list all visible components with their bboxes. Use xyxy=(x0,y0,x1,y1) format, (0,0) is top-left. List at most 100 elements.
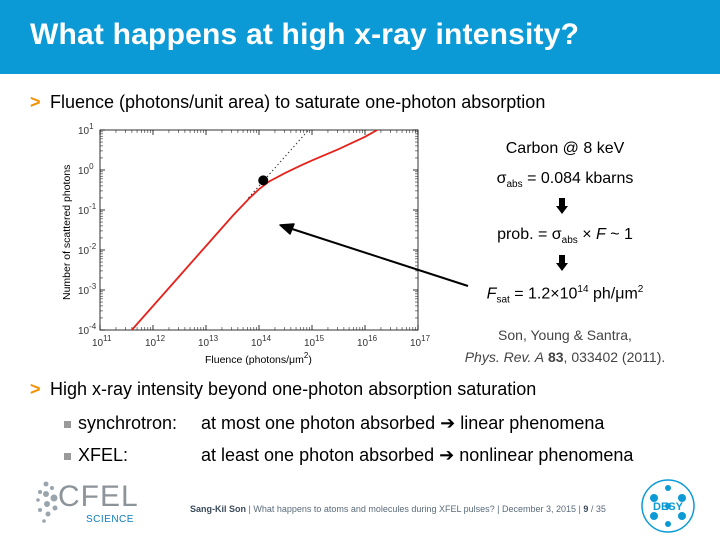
bullet-fluence-text: Fluence (photons/unit area) to saturate … xyxy=(50,92,546,112)
y-tick-label-1: 100 xyxy=(78,162,94,177)
prob-prefix: prob. = xyxy=(497,226,552,243)
desy-logo-text: DESY xyxy=(653,501,684,513)
fsat-unit-exp: 2 xyxy=(637,284,644,295)
citation-volume: 83 xyxy=(544,349,564,365)
subbullet-synchrotron-label: synchrotron: xyxy=(78,413,178,433)
footer: Sang-Kil Son | What happens to atoms and… xyxy=(190,504,606,514)
desy-logo: DESY xyxy=(641,479,695,533)
x-axis-label-sup: 2 xyxy=(304,351,309,360)
x-tick-base-2: 10 xyxy=(198,338,210,349)
x-tick-exp-1: 12 xyxy=(156,334,165,343)
x-tick-base-5: 10 xyxy=(357,338,369,349)
citation-rest: , 033402 (2011). xyxy=(563,349,666,365)
fsat-unit: ph/μm xyxy=(588,285,638,303)
down-arrow-icon-2 xyxy=(556,255,568,271)
prob-sub: abs xyxy=(561,235,578,247)
y-tick-exp-5: -4 xyxy=(89,322,97,331)
cfel-logo: CFEL SCIENCE xyxy=(30,478,150,530)
subbullet-xfel-text: at least one photon absorbed ➔ nonlinear… xyxy=(201,445,634,465)
fluence-chart: 1011 1012 1013 1014 1015 1016 101710110010-110… xyxy=(61,122,469,366)
y-tick-base-1: 10 xyxy=(78,166,90,177)
chevron-icon: > xyxy=(30,92,41,112)
y-tick-base-0: 10 xyxy=(78,126,90,137)
footer-author: Sang-Kil Son xyxy=(190,504,246,514)
x-tick-exp-6: 17 xyxy=(421,334,430,343)
y-tick-base-5: 10 xyxy=(78,326,90,337)
x-tick-base-1: 10 xyxy=(145,338,157,349)
prob-f: F xyxy=(596,226,606,243)
bullet-fluence: > Fluence (photons/unit area) to saturate… xyxy=(30,92,545,113)
prob-sigma: σ xyxy=(551,226,562,243)
cfel-science-text: SCIENCE xyxy=(86,514,134,525)
subbullet-synchrotron-text: at most one photon absorbed ➔ linear phe… xyxy=(201,413,605,433)
x-axis-label-end: ) xyxy=(308,354,312,366)
sigma-symbol: σ xyxy=(496,170,507,187)
x-tick-label-1: 1012 xyxy=(145,334,166,349)
x-tick-exp-3: 14 xyxy=(262,334,271,343)
y-tick-exp-0: 1 xyxy=(89,122,94,131)
fsat-f: F xyxy=(486,285,497,303)
x-tick-base-0: 10 xyxy=(92,338,104,349)
fsat-line: Fsat = 1.2×1014 ph/μm2 xyxy=(440,284,690,306)
carbon-label: Carbon @ 8 keV xyxy=(505,140,625,157)
y-tick-label-4: 10-3 xyxy=(78,282,97,297)
x-tick-label-5: 1016 xyxy=(357,334,378,349)
x-tick-exp-4: 15 xyxy=(315,334,324,343)
x-tick-base-3: 10 xyxy=(251,338,263,349)
axis-ticks xyxy=(99,129,419,331)
cfel-logo-mark xyxy=(36,481,58,523)
footer-total: / 35 xyxy=(588,504,606,514)
y-tick-label-0: 101 xyxy=(78,122,94,137)
footer-talk: | What happens to atoms and molecules du… xyxy=(246,504,584,514)
y-tick-label-3: 10-2 xyxy=(78,242,97,257)
x-tick-base-4: 10 xyxy=(304,338,316,349)
bullet-high-intensity: > High x-ray intensity beyond one-photon … xyxy=(30,379,536,400)
prob-line: prob. = σabs × F ~ 1 xyxy=(440,226,690,246)
x-tick-exp-5: 16 xyxy=(368,334,377,343)
pointer-arrow xyxy=(285,226,469,287)
x-axis-label: Fluence (photons/μm2) xyxy=(205,351,312,366)
x-tick-label-0: 1011 xyxy=(92,334,112,349)
fsat-sub: sat xyxy=(496,294,510,306)
y-tick-base-3: 10 xyxy=(78,246,90,257)
saturation-point-marker xyxy=(258,175,269,186)
pointer-arrowhead xyxy=(279,223,295,235)
tick-labels: 1011 1012 1013 1014 1015 1016 101710110010-110… xyxy=(78,122,431,349)
sigma-sub: abs xyxy=(506,179,523,191)
fsat-value: = 1.2×10 xyxy=(509,285,578,303)
title-bar: What happens at high x-ray intensity? xyxy=(0,0,720,74)
plot-frame xyxy=(99,129,419,331)
series-layer xyxy=(131,130,380,330)
y-tick-base-4: 10 xyxy=(78,286,90,297)
subbullet-xfel-label: XFEL: xyxy=(78,445,129,465)
x-tick-label-2: 1013 xyxy=(198,334,219,349)
citation-authors: Son, Young & Santra, xyxy=(498,327,632,343)
x-tick-exp-2: 13 xyxy=(209,334,218,343)
x-tick-label-6: 1017 xyxy=(410,334,431,349)
x-axis-label-main: Fluence (photons/μm xyxy=(205,354,304,366)
x-tick-base-6: 10 xyxy=(410,338,422,349)
y-tick-label-5: 10-4 xyxy=(78,322,97,337)
sigma-value: = 0.084 kbarns xyxy=(522,170,634,187)
prob-times: × xyxy=(577,226,596,243)
x-tick-label-4: 1015 xyxy=(304,334,325,349)
y-tick-exp-1: 0 xyxy=(89,162,94,171)
y-tick-exp-3: -2 xyxy=(89,242,97,251)
chevron-icon-2: > xyxy=(30,379,41,399)
citation-journal: Phys. Rev. A xyxy=(464,349,545,365)
citation-ref: Phys. Rev. A 83, 033402 (2011). xyxy=(440,349,690,365)
y-tick-base-2: 10 xyxy=(78,206,90,217)
y-tick-exp-4: -3 xyxy=(89,282,97,291)
square-bullet-icon xyxy=(64,421,71,428)
footer-page: 9 xyxy=(583,504,589,514)
scattered-photons-curve xyxy=(131,130,380,330)
down-arrow-icon xyxy=(556,198,568,214)
prob-end: ~ 1 xyxy=(605,226,633,243)
x-tick-exp-0: 11 xyxy=(103,334,112,343)
y-tick-label-2: 10-1 xyxy=(78,202,97,217)
sigma-line: σabs = 0.084 kbarns xyxy=(440,170,690,190)
fsat-exp: 14 xyxy=(577,284,589,295)
slide-title: What happens at high x-ray intensity? xyxy=(30,18,580,51)
y-tick-exp-2: -1 xyxy=(89,202,97,211)
bullet-high-intensity-text: High x-ray intensity beyond one-photon a… xyxy=(50,379,537,399)
